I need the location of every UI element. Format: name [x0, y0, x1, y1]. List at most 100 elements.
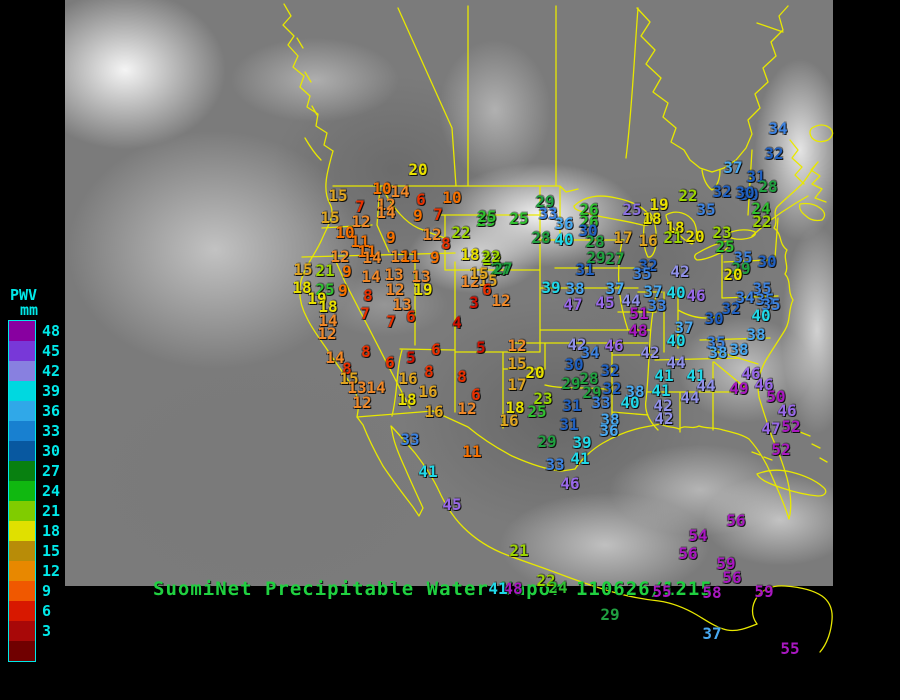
- quebec-coast: [756, 22, 805, 185]
- station-value: 9: [342, 262, 352, 281]
- station-value: 19: [649, 195, 669, 214]
- station-value: 29: [537, 432, 557, 451]
- station-value: 34: [735, 288, 755, 307]
- coastline-alaska: [282, 3, 334, 152]
- station-value: 14: [366, 378, 386, 397]
- colorbar-swatch: [9, 561, 35, 581]
- station-value: 35: [733, 248, 753, 267]
- station-value: 11: [357, 242, 377, 261]
- lake-ontario: [727, 229, 757, 240]
- station-value: 12: [457, 399, 477, 418]
- station-value: 42: [670, 262, 690, 281]
- station-value: 37: [723, 158, 743, 177]
- station-value: 35: [752, 279, 772, 298]
- station-value: 10: [335, 223, 355, 242]
- station-value: 59: [716, 554, 736, 573]
- station-value: 22: [451, 223, 471, 242]
- station-value: 41: [418, 462, 438, 481]
- station-value: 15: [507, 354, 527, 373]
- station-value: 13: [392, 295, 412, 314]
- colorbar-scale: 48 45 42 39 36 33 30 27 24 21 18 15 12 9 6 3: [8, 320, 60, 662]
- station-value: 12: [460, 272, 480, 291]
- station-value: 30: [735, 183, 755, 202]
- station-value: 11: [462, 442, 482, 461]
- colorbar-tick-label: 45: [42, 342, 61, 360]
- station-value: 33: [545, 455, 565, 474]
- colorbar-tick-label: 42: [42, 362, 61, 380]
- colorbar-tick-label: 33: [42, 422, 61, 440]
- station-value: 12: [317, 324, 337, 343]
- station-value: 6: [416, 190, 426, 209]
- station-value: 29: [600, 605, 620, 624]
- lake-huron: [665, 211, 698, 245]
- station-value: 21: [315, 261, 335, 280]
- colorbar-swatch: [9, 401, 35, 421]
- station-value: 5: [406, 348, 416, 367]
- colorbar-swatch: [9, 361, 35, 381]
- station-value: 6: [385, 353, 395, 372]
- station-value: 21: [663, 228, 683, 247]
- station-value: 34: [768, 119, 788, 138]
- colorbar-swatch: [9, 621, 35, 641]
- station-value: 26: [579, 212, 599, 231]
- colorbar-tick-label: 9: [42, 582, 52, 600]
- station-value: 12: [390, 247, 410, 266]
- station-value: 18: [397, 390, 417, 409]
- station-value: 19: [307, 289, 327, 308]
- station-value: 29: [731, 259, 751, 278]
- station-value: 12: [330, 247, 350, 266]
- station-value: 25: [476, 211, 496, 230]
- station-value: 14: [325, 348, 345, 367]
- station-value: 28: [579, 369, 599, 388]
- station-value: 44: [680, 388, 700, 407]
- canada-border: [332, 185, 809, 237]
- lake-superior: [573, 195, 653, 226]
- station-value: 46: [604, 336, 624, 355]
- station-value: 16: [398, 369, 418, 388]
- station-value: 12: [422, 225, 442, 244]
- station-value: 31: [559, 415, 579, 434]
- colorbar-swatch: [9, 341, 35, 361]
- colorbar-tick-label: 48: [42, 322, 61, 340]
- station-value: 41: [686, 366, 706, 385]
- lake-erie: [693, 240, 730, 261]
- station-value: 46: [777, 401, 797, 420]
- station-value: 31: [746, 167, 766, 186]
- station-value: 8: [424, 362, 434, 381]
- station-value: 6: [431, 340, 441, 359]
- colorbar-swatch: [9, 581, 35, 601]
- station-value: 29: [561, 374, 581, 393]
- station-value: 47: [563, 295, 583, 314]
- colorbar-swatch: [9, 441, 35, 461]
- station-value: 27: [490, 260, 510, 279]
- coastline-atlantic: [757, 161, 819, 438]
- station-value: 13: [384, 265, 404, 284]
- station-value: 11: [350, 232, 370, 251]
- station-value: 50: [766, 387, 786, 406]
- station-value: 24: [751, 199, 771, 218]
- station-value: 12: [507, 336, 527, 355]
- station-value: 38: [565, 279, 585, 298]
- station-value: 13: [347, 378, 367, 397]
- station-value: 5: [476, 338, 486, 357]
- colorbar-tick-label: 30: [42, 442, 61, 460]
- coastline-newengland: [810, 161, 827, 203]
- station-value: 29: [582, 383, 602, 402]
- station-value: 18: [292, 278, 312, 297]
- station-value: 31: [562, 396, 582, 415]
- station-value: 12: [491, 291, 511, 310]
- station-value: 20: [685, 227, 705, 246]
- cuba: [756, 469, 827, 497]
- station-value: 15: [339, 369, 359, 388]
- station-value: 46: [560, 474, 580, 493]
- station-value: 28: [531, 228, 551, 247]
- station-value: 25: [509, 209, 529, 228]
- station-value: 44: [666, 353, 686, 372]
- station-value: 32: [600, 361, 620, 380]
- station-value: 37: [674, 318, 694, 337]
- station-value: 16: [638, 231, 658, 250]
- colorbar-swatch: [9, 541, 35, 561]
- station-value: 59: [754, 582, 774, 601]
- station-value: 32: [638, 256, 658, 275]
